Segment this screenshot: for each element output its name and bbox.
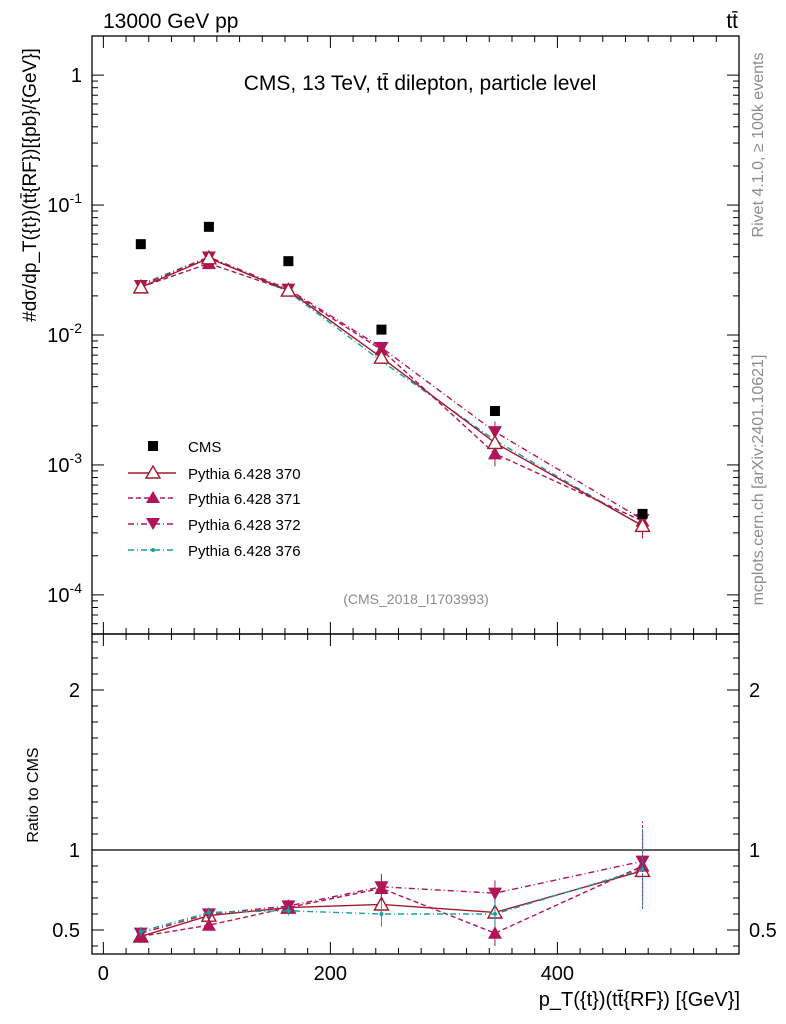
main-point-pythia-6-428-370 — [634, 517, 651, 533]
x-ticks: 0 200 400 — [98, 36, 717, 985]
ratio-line-pythia-6-428-372 — [140, 860, 643, 934]
main-y-tick-label: 10-4 — [47, 580, 82, 607]
source-label: mcplots.cern.ch [arXiv:2401.10621] — [750, 355, 767, 606]
ratio-series-group — [132, 821, 651, 946]
main-point-pythia-6-428-372 — [487, 426, 502, 439]
main-point-pythia-6-428-370 — [280, 282, 297, 297]
ratio-y-tick-label-right: 2 — [749, 680, 760, 702]
main-point-cms — [283, 256, 294, 267]
main-point-cms — [637, 508, 648, 519]
x-tick-label: 0 — [98, 963, 109, 985]
legend-371-label: Pythia 6.428 371 — [188, 491, 301, 508]
energy-label: 13000 GeV pp — [103, 10, 238, 33]
main-point-pythia-6-428-370 — [373, 349, 390, 364]
ratio-point-pythia-6-428-376 — [138, 929, 143, 934]
legend: CMS Pythia 6.428 370 Pythia 6.428 371 Py… — [128, 439, 301, 560]
main-point-pythia-6-428-370 — [200, 249, 218, 265]
ratio-y-tick-label-right: 0.5 — [749, 920, 777, 942]
main-series-group — [132, 221, 651, 539]
main-point-pythia-6-428-371 — [374, 342, 389, 356]
ratio-y-tick-label: 2 — [69, 680, 80, 702]
legend-376-label: Pythia 6.428 376 — [188, 543, 301, 560]
ratio-y-axis-label: Ratio to CMS — [25, 747, 42, 842]
ratio-point-pythia-6-428-376 — [206, 910, 211, 915]
chart-title: CMS, 13 TeV, tt̄ dilepton, particle leve… — [244, 72, 597, 95]
legend-entry-cms: CMS — [148, 439, 221, 456]
x-tick-label: 200 — [314, 963, 347, 985]
legend-cms-marker — [148, 441, 158, 451]
ratio-line-pythia-6-428-370 — [140, 870, 643, 938]
ratio-y-tick-label: 1 — [69, 840, 80, 862]
ratio-point-pythia-6-428-376 — [286, 908, 291, 913]
ratio-y-tick-label-right: 1 — [749, 840, 760, 862]
analysis-id: (CMS_2018_I1703993) — [343, 591, 489, 607]
legend-376-marker — [151, 548, 155, 552]
legend-370-label: Pythia 6.428 370 — [188, 466, 301, 483]
main-line-pythia-6-428-371 — [140, 262, 643, 522]
ratio-point-pythia-6-428-371 — [201, 918, 216, 931]
x-axis-label: p_T({t})(tt̄{RF}) [{GeV}] — [539, 989, 740, 1011]
ratio-line-pythia-6-428-371 — [140, 865, 643, 938]
rivet-version-label: Rivet 4.1.0, ≥ 100k events — [750, 53, 767, 238]
legend-entry-372: Pythia 6.428 372 — [128, 517, 301, 534]
legend-370-marker — [144, 464, 162, 479]
ratio-point-pythia-6-428-376 — [492, 912, 497, 916]
main-point-pythia-6-428-370 — [132, 278, 149, 294]
main-y-ticks: 10-4 10-3 10-2 10-1 1 — [47, 35, 739, 635]
ratio-point-pythia-6-428-372 — [374, 881, 389, 894]
ratio-point-pythia-6-428-376 — [640, 867, 645, 872]
ratio-line-pythia-6-428-376 — [140, 868, 643, 933]
legend-cms-label: CMS — [188, 439, 221, 456]
legend-entry-371: Pythia 6.428 371 — [128, 491, 301, 508]
ratio-y-ticks: 0.5 0.5 1 1 2 2 — [52, 641, 777, 947]
main-y-tick-label: 10-2 — [47, 320, 82, 347]
main-y-tick-label: 1 — [71, 65, 82, 87]
legend-entry-376: Pythia 6.428 376 — [128, 543, 301, 560]
ratio-point-pythia-6-428-372 — [487, 887, 502, 901]
ratio-panel-frame — [91, 633, 740, 955]
main-y-tick-label: 10-1 — [47, 190, 82, 217]
ratio-point-pythia-6-428-376 — [379, 912, 384, 916]
main-point-cms — [489, 406, 500, 417]
x-tick-label: 400 — [541, 963, 574, 985]
legend-371-marker — [146, 491, 160, 503]
main-y-tick-label: 10-3 — [47, 450, 82, 477]
main-line-pythia-6-428-372 — [140, 256, 643, 521]
legend-372-label: Pythia 6.428 372 — [188, 517, 301, 534]
main-line-pythia-6-428-376 — [140, 256, 643, 527]
main-point-pythia-6-428-370 — [486, 434, 504, 450]
main-line-pythia-6-428-370 — [140, 257, 643, 527]
ratio-y-tick-label: 0.5 — [52, 920, 80, 942]
process-label: tt̄ — [726, 10, 738, 33]
ratio-point-pythia-6-428-371 — [487, 926, 502, 939]
legend-372-marker — [146, 518, 160, 530]
main-point-cms — [203, 221, 214, 232]
main-y-axis-label: #dσ/dp_T({t})(tt̄{RF})[{pb}/{GeV}] — [20, 48, 41, 322]
main-point-cms — [135, 239, 146, 250]
legend-entry-370: Pythia 6.428 370 — [128, 464, 301, 483]
main-point-cms — [376, 324, 387, 335]
